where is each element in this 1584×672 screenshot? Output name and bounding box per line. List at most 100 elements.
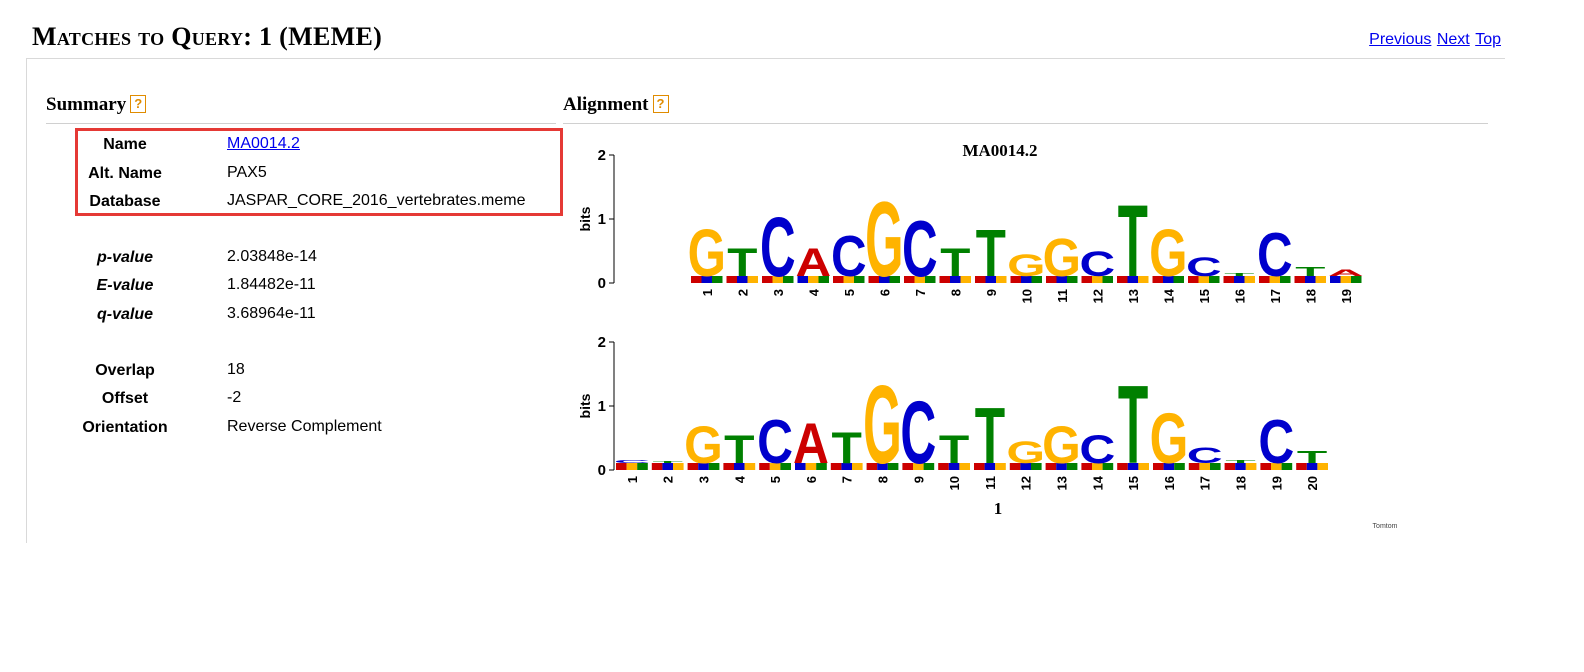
top-logo-minor-residue xyxy=(808,276,819,283)
top-logo-minor-residue xyxy=(833,276,844,283)
bottom-logo-minor-residue xyxy=(1245,463,1257,470)
top-logo-minor-residue xyxy=(726,276,737,283)
bottom-logo-minor-residue xyxy=(616,463,627,470)
bottom-logo-ytick-label: 2 xyxy=(598,334,606,351)
top-logo-letter: T xyxy=(940,239,970,284)
top-logo-position-label: 11 xyxy=(1055,289,1070,303)
bottom-logo-letter: A xyxy=(793,412,829,476)
bottom-logo-minor-residue xyxy=(923,463,935,470)
summary-help-icon[interactable]: ? xyxy=(130,95,147,113)
logo-credit: Tomtom xyxy=(1373,523,1398,530)
top-logo-minor-residue xyxy=(1259,276,1270,283)
bottom-logo-position-label: 17 xyxy=(1198,476,1213,490)
bottom-logo-position-label: 19 xyxy=(1269,476,1284,490)
highlight-box xyxy=(75,128,563,216)
top-logo-minor-residue xyxy=(712,276,723,283)
value-q-value: 3.68964e-11 xyxy=(227,305,316,322)
label-database: Database xyxy=(89,193,161,210)
top-logo-minor-residue xyxy=(1209,276,1220,283)
top-logo-minor-residue xyxy=(737,276,748,283)
top-logo-letter: G xyxy=(865,180,903,299)
bottom-logo-position-label: 13 xyxy=(1055,476,1070,490)
match-panel xyxy=(26,58,1505,543)
value-p-value: 2.03848e-14 xyxy=(227,248,317,265)
bottom-logo-letter: T xyxy=(724,427,755,472)
bottom-logo-column: T xyxy=(974,392,1006,481)
top-logo-minor-residue xyxy=(843,276,854,283)
top-logo-column: G xyxy=(1043,228,1081,287)
bottom-logo-letter: C xyxy=(1258,407,1294,477)
top-logo-position-label: 14 xyxy=(1161,288,1176,303)
bottom-logo-letter: C xyxy=(900,384,936,483)
bottom-logo-position-label: 1 xyxy=(625,476,640,483)
bottom-logo-ylabel: bits xyxy=(577,393,593,418)
top-logo-minor-residue xyxy=(1294,276,1305,283)
top-logo-minor-residue xyxy=(691,276,702,283)
bottom-logo-minor-residue xyxy=(1174,463,1185,470)
top-logo-minor-residue xyxy=(996,276,1007,283)
bottom-logo-minor-residue xyxy=(637,463,648,470)
top-logo-letter: C xyxy=(1079,245,1115,285)
bottom-logo-letter: T xyxy=(1118,364,1148,488)
top-logo-position-label: 1 xyxy=(700,289,715,296)
top-logo-minor-residue xyxy=(772,276,783,283)
top-logo-position-label: 8 xyxy=(948,289,963,296)
bottom-logo-minor-residue xyxy=(1296,463,1307,470)
top-link[interactable]: Top xyxy=(1475,31,1501,48)
bottom-logo-minor-residue xyxy=(662,463,673,470)
top-logo-letter: T xyxy=(1224,272,1254,277)
top-logo-position-label: 4 xyxy=(806,288,821,296)
top-logo-minor-residue xyxy=(1092,276,1103,283)
previous-link[interactable]: Previous xyxy=(1369,31,1432,48)
bottom-logo-letter: T xyxy=(653,461,684,464)
bottom-logo-minor-residue xyxy=(1138,463,1149,470)
bottom-logo-minor-residue xyxy=(1066,463,1078,470)
bottom-logo-minor-residue xyxy=(723,463,734,470)
top-logo-minor-residue xyxy=(889,276,900,283)
top-logo-minor-residue xyxy=(1234,276,1245,283)
bottom-logo-column: T xyxy=(651,461,684,470)
bottom-logo-minor-residue xyxy=(1045,463,1057,470)
bottom-logo-column: C xyxy=(1187,443,1223,470)
next-link[interactable]: Next xyxy=(1436,31,1470,48)
top-logo-letter: T xyxy=(976,217,1006,291)
bottom-logo-minor-residue xyxy=(959,463,970,470)
bottom-logo-minor-residue xyxy=(687,463,699,470)
bottom-logo-position-label: 8 xyxy=(876,476,891,483)
bottom-logo-column: T xyxy=(1224,459,1257,470)
top-logo-letter: C xyxy=(1186,252,1222,282)
bottom-logo-column: C xyxy=(900,384,936,483)
bottom-logo-position-label: 5 xyxy=(768,476,783,483)
bottom-logo-position-label: 9 xyxy=(911,476,926,483)
bottom-logo-minor-residue xyxy=(938,463,949,470)
value-name: MA0014.2 xyxy=(227,135,300,153)
alignment-help-icon[interactable]: ? xyxy=(652,95,669,113)
top-logo-column: C xyxy=(1257,219,1293,289)
top-logo-letter: C xyxy=(902,205,938,294)
top-logo-position-label: 13 xyxy=(1126,289,1141,303)
bottom-logo-minor-residue xyxy=(769,463,781,470)
bottom-logo-minor-residue xyxy=(984,463,996,470)
top-logo-minor-residue xyxy=(914,276,925,283)
value-overlap: 18 xyxy=(227,361,245,378)
top-logo-column: G xyxy=(865,180,903,299)
bottom-logo-position-label: 3 xyxy=(697,476,712,483)
top-logo-column: G xyxy=(1149,217,1187,291)
top-logo-minor-residue xyxy=(747,276,758,283)
label-alt-name: Alt. Name xyxy=(88,165,162,182)
bottom-logo-letter: G xyxy=(1006,434,1045,469)
bottom-logo-column: G xyxy=(1006,434,1045,470)
bottom-logo-minor-residue xyxy=(759,463,770,470)
top-logo-minor-residue xyxy=(1280,276,1291,283)
bottom-logo-ytick-label: 0 xyxy=(598,462,606,479)
bottom-logo-letter: C xyxy=(757,407,793,477)
bottom-logo-minor-residue xyxy=(948,463,960,470)
motif-link[interactable]: MA0014.2 xyxy=(227,135,300,152)
top-logo-minor-residue xyxy=(904,276,915,283)
bottom-logo-minor-residue xyxy=(1260,463,1271,470)
bottom-logo-letter: T xyxy=(1225,459,1256,464)
bottom-logo-minor-residue xyxy=(698,463,709,470)
top-logo-position-label: 16 xyxy=(1232,289,1247,303)
bottom-logo-minor-residue xyxy=(816,463,827,470)
bottom-logo-letter: T xyxy=(975,392,1005,481)
